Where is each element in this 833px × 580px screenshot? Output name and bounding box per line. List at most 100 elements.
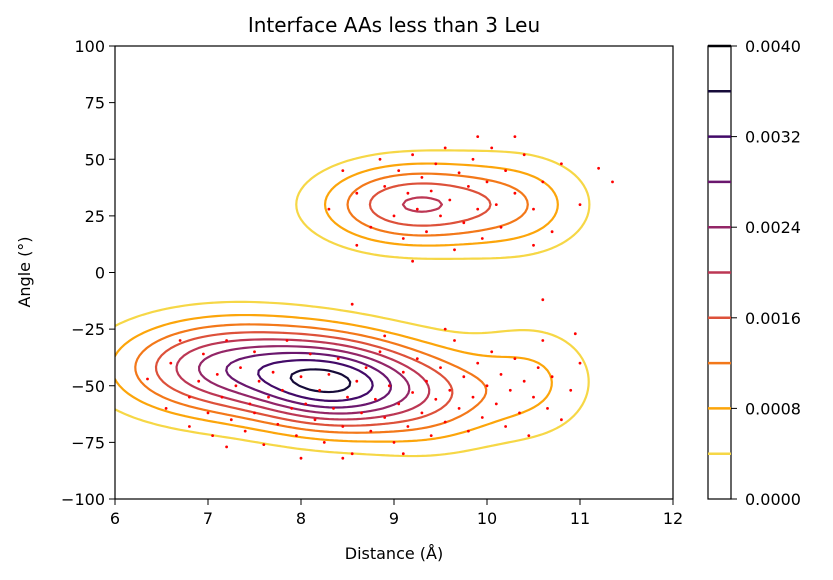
scatter-point [383,416,387,419]
scatter-point [448,198,452,202]
scatter-point [229,418,233,422]
scatter-point [443,327,447,331]
x-tick-label: 9 [389,509,399,528]
y-axis: −100 −75 −50 −25 0 25 50 75 100 [61,37,115,509]
scatter-point [383,334,387,338]
scatter-point [243,429,247,433]
scatter-point [350,452,354,456]
x-axis: 6 7 8 9 10 11 12 [110,499,683,528]
scatter-point [211,434,215,437]
scatter-point [504,169,507,173]
scatter-point [406,191,410,195]
scatter-point [290,407,294,410]
scatter-point [467,185,470,188]
scatter-point [471,395,475,399]
scatter-point [578,361,582,365]
contour-level-9 [289,368,352,394]
scatter-point [453,339,456,342]
scatter-point [253,411,256,415]
scatter-point [253,350,256,354]
y-tick-label: 25 [85,207,105,226]
scatter-point [169,361,173,365]
contour-level-6 [198,345,411,415]
scatter-point [476,207,480,211]
scatter-point [536,366,540,369]
scatter-point [188,425,191,428]
scatter-point [225,339,229,342]
scatter-point [569,388,573,392]
scatter-point [411,391,414,394]
scatter-point [411,153,414,157]
y-tick-label: 0 [95,264,105,283]
scatter-point [420,176,424,179]
scatter-point [322,441,326,444]
scatter-point [197,379,201,383]
scatter-point [457,171,461,175]
scatter-point [494,402,498,406]
scatter-point [401,370,405,374]
scatter-point [281,388,284,392]
contour-level-2 [115,162,559,443]
scatter-point [462,221,466,225]
scatter-point [462,375,466,379]
scatter-point [248,402,252,406]
scatter-point [560,418,563,422]
scatter-point [364,366,368,369]
scatter-point [341,169,345,173]
contour-level-5 [175,196,443,421]
scatter-point [532,395,535,399]
scatter-point [467,429,470,433]
scatter-point [188,395,191,399]
scatter-point [504,425,507,428]
scatter-point [490,350,494,354]
contour-level-8 [257,359,374,403]
y-tick-label: 75 [85,94,105,113]
chart-title: Interface AAs less than 3 Leu [248,13,540,37]
scatter-point [415,357,419,360]
scatter-point [480,237,484,240]
x-tick-label: 6 [110,509,120,528]
scatter-point [541,180,545,184]
scatter-point [453,248,456,252]
scatter-point [276,422,280,426]
colorbar-tick-label: 0.0016 [745,309,801,328]
contour-level-4 [154,182,492,427]
scatter-point [425,379,428,383]
scatter-point [355,379,359,383]
scatter-point [341,456,345,460]
scatter-point [360,411,363,415]
scatter-point [206,411,210,415]
scatter-point [541,298,545,302]
x-tick-label: 8 [296,509,306,528]
scatter-point [146,377,149,381]
scatter-point [439,214,442,218]
scatter-point [429,189,433,193]
scatter-point [401,237,405,240]
x-tick-label: 12 [663,509,683,528]
scatter-point [532,243,535,247]
scatter-point [611,180,614,184]
scatter-point [573,332,577,336]
scatter-point [499,225,503,229]
scatter-point [295,434,298,437]
y-tick-label: −100 [61,490,105,509]
colorbar: 0.0000 0.0008 0.0016 0.0024 0.0032 0.0040 [707,37,801,509]
scatter-point [225,445,229,449]
scatter-point [420,411,424,415]
scatter-point [220,395,224,399]
scatter-point [355,191,359,195]
scatter-points [146,135,614,460]
scatter-point [262,443,266,446]
scatter-point [387,384,391,388]
y-tick-label: −50 [71,377,105,396]
scatter-point [448,388,452,392]
scatter-point [327,207,331,211]
scatter-point [522,153,526,157]
contour-level-3 [134,172,529,434]
scatter-point [476,361,480,365]
scatter-point [355,243,359,247]
scatter-point [443,146,447,150]
y-tick-label: 50 [85,150,105,169]
scatter-point [494,203,498,207]
